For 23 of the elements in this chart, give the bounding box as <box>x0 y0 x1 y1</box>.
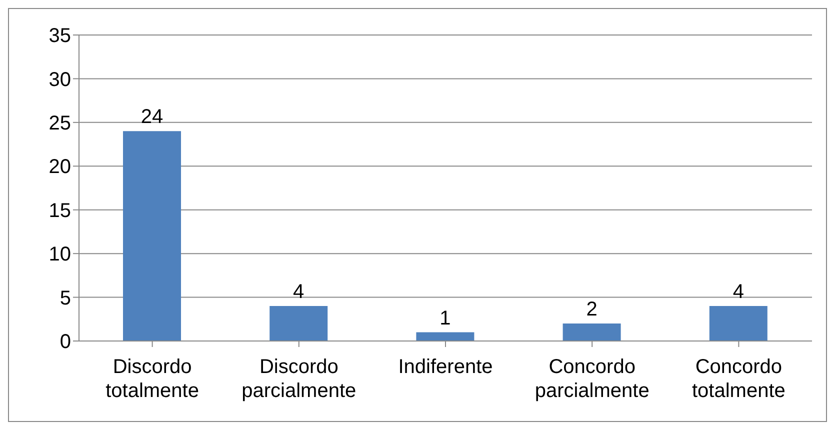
y-tick-label: 15 <box>48 200 71 222</box>
bar <box>562 324 621 341</box>
y-tick-label: 0 <box>60 331 71 354</box>
bar <box>709 306 768 341</box>
x-tick-label: Indiferente <box>398 356 493 378</box>
y-tick-label: 5 <box>60 287 71 310</box>
data-label: 4 <box>293 281 304 304</box>
x-tick-label: Discordo parcialmente <box>242 356 356 402</box>
x-tick-label: Concordo totalmente <box>692 356 786 402</box>
y-tick-label: 20 <box>48 156 71 178</box>
y-tick-label: 30 <box>48 68 71 91</box>
data-label: 1 <box>440 307 451 330</box>
x-tick-label: Discordo totalmente <box>106 356 199 402</box>
bar <box>270 306 328 341</box>
bar <box>416 332 474 341</box>
bar <box>123 131 181 341</box>
y-tick-label: 35 <box>48 25 71 48</box>
data-label: 24 <box>140 106 164 128</box>
data-label: 2 <box>586 298 598 321</box>
data-label: 4 <box>732 281 744 304</box>
y-tick-label: 25 <box>48 112 71 135</box>
y-tick-label: 10 <box>48 244 71 266</box>
x-tick-label: Concordo parcialmente <box>534 356 650 402</box>
